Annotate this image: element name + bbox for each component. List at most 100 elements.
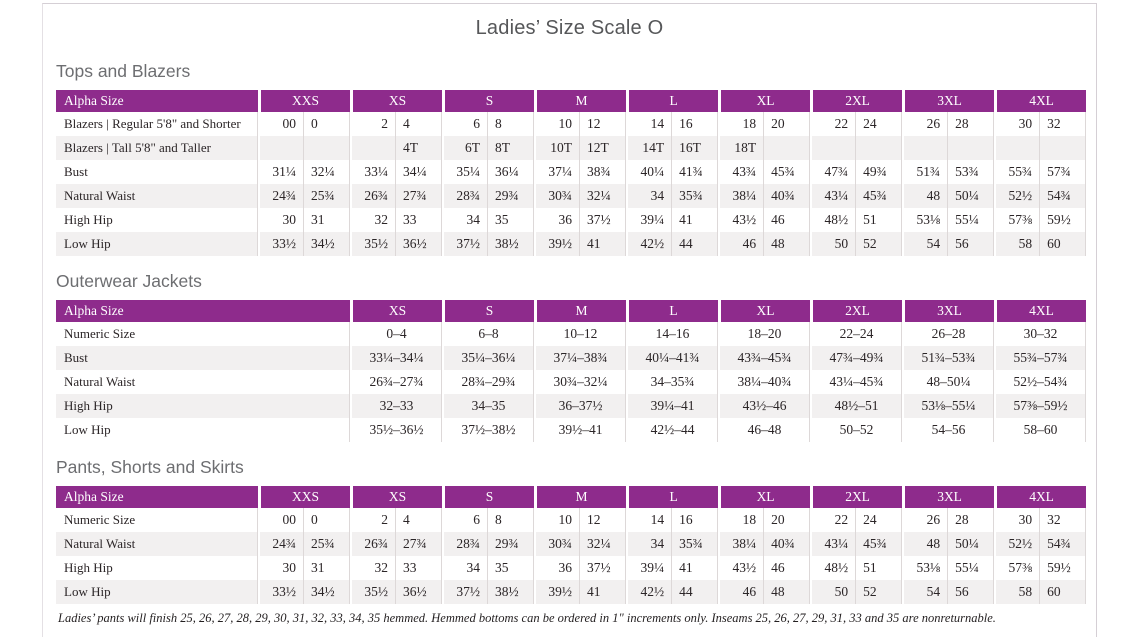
size-cell: 18 <box>718 508 765 532</box>
size-cell: 43¾–45¾ <box>718 346 810 370</box>
size-cell: 35½ <box>350 580 397 604</box>
size-cell: 48 <box>764 232 811 256</box>
size-cell: 58 <box>994 232 1041 256</box>
size-cell: 42½ <box>626 580 673 604</box>
size-cell: 32¼ <box>580 532 627 556</box>
table-row: Numeric Size 0–4 6–8 10–12 14–16 18–20 22–24 26… <box>56 322 1086 346</box>
size-cell: 54–56 <box>902 418 994 442</box>
size-cell: 48½ <box>810 208 857 232</box>
size-cell: 30¾–32¼ <box>534 370 626 394</box>
row-label: Natural Waist <box>56 184 258 208</box>
size-cell: 52 <box>856 580 903 604</box>
table-row: Low Hip 33½ 34½ 35½ 36½ 37½ 38½ 39½ 41 42½ 44 46 48 5… <box>56 580 1087 604</box>
size-cell: 44 <box>672 580 719 604</box>
column-header-size: S <box>442 486 535 508</box>
size-cell: 34–35 <box>442 394 534 418</box>
size-cell: 36¼ <box>488 160 535 184</box>
column-header-alpha-size: Alpha Size <box>56 300 350 322</box>
column-header-size: L <box>626 486 719 508</box>
column-header-size: M <box>534 300 626 322</box>
size-cell: 28¾–29¾ <box>442 370 534 394</box>
size-cell: 52½ <box>994 532 1041 556</box>
size-cell: 4 <box>396 112 443 136</box>
table-row: Bust 33¼–34¼ 35¼–36¼ 37¼–38¾ 40¼–41¾ 43¾–45¾ 4… <box>56 346 1086 370</box>
size-cell: 28 <box>948 112 995 136</box>
size-cell: 59½ <box>1040 556 1087 580</box>
size-cell: 36½ <box>396 232 443 256</box>
row-label: Bust <box>56 346 350 370</box>
row-label: High Hip <box>56 556 258 580</box>
size-cell: 51 <box>856 556 903 580</box>
size-cell: 6–8 <box>442 322 534 346</box>
size-cell: 33¼ <box>350 160 397 184</box>
column-header-size: S <box>442 300 534 322</box>
size-cell: 26–28 <box>902 322 994 346</box>
size-cell: 54 <box>902 232 949 256</box>
table-row: Numeric Size 00 0 2 4 6 8 10 12 14 16 18 20 22 24 26 28 3… <box>56 508 1087 532</box>
row-label: Low Hip <box>56 232 258 256</box>
column-header-size: L <box>626 300 718 322</box>
size-cell: 51¾ <box>902 160 949 184</box>
column-header-size: XXS <box>258 90 351 112</box>
size-cell: 35 <box>488 556 535 580</box>
column-header-size: M <box>534 486 627 508</box>
size-table: Alpha Size XXS XS S M L XL 2XL 3XL 4XL Blazers | R… <box>56 90 1087 256</box>
size-cell: 34 <box>442 208 489 232</box>
size-cell: 46 <box>718 232 765 256</box>
size-cell: 4T <box>396 136 443 160</box>
size-cell: 35¼ <box>442 160 489 184</box>
row-label: Numeric Size <box>56 322 350 346</box>
size-cell: 6 <box>442 112 489 136</box>
size-cell: 27¾ <box>396 532 443 556</box>
column-header-size: L <box>626 90 719 112</box>
column-header-size: 2XL <box>810 486 903 508</box>
size-cell: 26 <box>902 112 949 136</box>
size-cell: 39½–41 <box>534 418 626 442</box>
size-cell: 34½ <box>304 580 351 604</box>
column-header-size: 4XL <box>994 90 1087 112</box>
size-cell: 51 <box>856 208 903 232</box>
size-cell <box>350 136 397 160</box>
size-cell: 48½–51 <box>810 394 902 418</box>
size-table: Alpha Size XXS XS S M L XL 2XL 3XL 4XL Numeric Siz… <box>56 486 1087 604</box>
section-title: Outerwear Jackets <box>56 271 202 291</box>
size-cell: 39¼–41 <box>626 394 718 418</box>
size-cell: 37½–38½ <box>442 418 534 442</box>
size-cell: 33¼–34¼ <box>350 346 442 370</box>
size-cell: 28¾ <box>442 184 489 208</box>
size-cell: 55¾ <box>994 160 1041 184</box>
size-cell: 27¾ <box>396 184 443 208</box>
size-cell: 38¼ <box>718 532 765 556</box>
size-cell <box>902 136 949 160</box>
column-header-alpha-size: Alpha Size <box>56 486 258 508</box>
table-row: High Hip 32–33 34–35 36–37½ 39¼–41 43½–46 48½–… <box>56 394 1086 418</box>
size-cell: 22 <box>810 112 857 136</box>
row-label: Low Hip <box>56 418 350 442</box>
table-row: Blazers | Tall 5'8" and Taller 4T 6T 8T 10T 1… <box>56 136 1087 160</box>
size-cell: 59½ <box>1040 208 1087 232</box>
size-cell: 53¾ <box>948 160 995 184</box>
table-row: Natural Waist 26¾–27¾ 28¾–29¾ 30¾–32¼ 34–35¾… <box>56 370 1086 394</box>
size-chart-page: Ladies’ Size Scale O Tops and Blazers Alp… <box>42 3 1097 637</box>
size-cell: 48 <box>902 184 949 208</box>
size-cell: 57⅜ <box>994 556 1041 580</box>
size-cell: 57⅜–59½ <box>994 394 1086 418</box>
row-label: High Hip <box>56 208 258 232</box>
section-title: Pants, Shorts and Skirts <box>56 457 244 477</box>
size-cell: 31¼ <box>258 160 304 184</box>
column-header-size: 3XL <box>902 90 995 112</box>
section-title: Tops and Blazers <box>56 61 191 81</box>
size-cell: 45¾ <box>856 532 903 556</box>
column-header-size: XL <box>718 486 811 508</box>
size-cell: 46 <box>764 556 811 580</box>
size-cell: 35¼–36¼ <box>442 346 534 370</box>
size-cell: 52½–54¾ <box>994 370 1086 394</box>
size-cell: 46 <box>764 208 811 232</box>
size-cell: 35 <box>488 208 535 232</box>
size-cell: 45¾ <box>764 160 811 184</box>
size-cell: 28 <box>948 508 995 532</box>
size-cell <box>304 136 351 160</box>
size-cell: 48 <box>902 532 949 556</box>
size-cell: 22–24 <box>810 322 902 346</box>
size-cell: 6 <box>442 508 489 532</box>
